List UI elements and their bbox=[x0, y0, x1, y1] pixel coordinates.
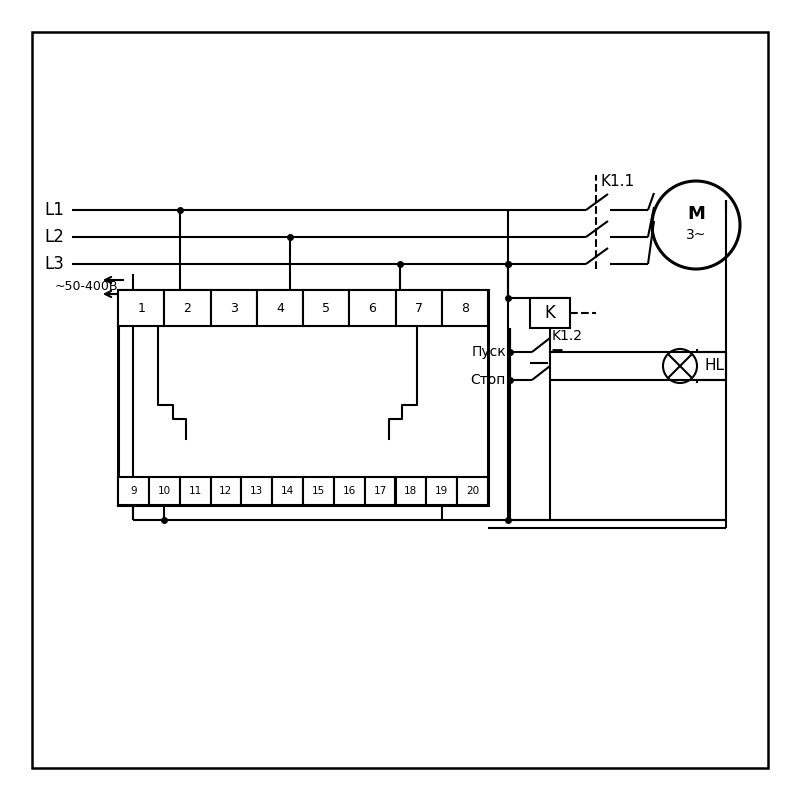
Text: 15: 15 bbox=[312, 486, 325, 496]
Bar bbox=[426, 477, 457, 505]
Bar bbox=[118, 290, 488, 505]
Text: Стоп: Стоп bbox=[470, 373, 506, 387]
Text: 3~: 3~ bbox=[686, 228, 706, 242]
Text: ~50-400В: ~50-400В bbox=[55, 281, 118, 294]
Text: M: M bbox=[687, 205, 705, 223]
Text: 12: 12 bbox=[219, 486, 233, 496]
Bar bbox=[303, 290, 350, 326]
Bar bbox=[395, 477, 426, 505]
Bar bbox=[149, 477, 180, 505]
Text: K1.1: K1.1 bbox=[600, 174, 634, 190]
Bar bbox=[164, 290, 210, 326]
Text: 3: 3 bbox=[230, 302, 238, 314]
Text: 18: 18 bbox=[404, 486, 418, 496]
Text: 10: 10 bbox=[158, 486, 171, 496]
Bar bbox=[180, 477, 210, 505]
Text: 13: 13 bbox=[250, 486, 263, 496]
Bar bbox=[334, 477, 365, 505]
Bar bbox=[242, 477, 272, 505]
Text: 20: 20 bbox=[466, 486, 479, 496]
Text: 7: 7 bbox=[414, 302, 422, 314]
Text: 17: 17 bbox=[374, 486, 386, 496]
Text: 14: 14 bbox=[281, 486, 294, 496]
Bar bbox=[350, 290, 395, 326]
Text: L2: L2 bbox=[44, 228, 64, 246]
Text: 5: 5 bbox=[322, 302, 330, 314]
Bar bbox=[457, 477, 488, 505]
Text: 9: 9 bbox=[130, 486, 137, 496]
Text: HL: HL bbox=[705, 358, 725, 374]
Text: 2: 2 bbox=[183, 302, 191, 314]
Bar bbox=[118, 290, 164, 326]
Bar bbox=[210, 290, 257, 326]
Bar bbox=[272, 477, 303, 505]
Bar bbox=[395, 290, 442, 326]
Bar bbox=[257, 290, 303, 326]
Text: 19: 19 bbox=[435, 486, 448, 496]
Text: 6: 6 bbox=[369, 302, 376, 314]
Bar bbox=[530, 298, 570, 328]
Text: K: K bbox=[545, 304, 555, 322]
Bar bbox=[303, 477, 334, 505]
Text: 4: 4 bbox=[276, 302, 284, 314]
Bar bbox=[210, 477, 242, 505]
Text: 8: 8 bbox=[461, 302, 469, 314]
Bar bbox=[118, 477, 149, 505]
Text: L3: L3 bbox=[44, 255, 64, 273]
Bar bbox=[365, 477, 395, 505]
Text: 1: 1 bbox=[137, 302, 145, 314]
Text: Пуск: Пуск bbox=[471, 345, 506, 359]
Text: L1: L1 bbox=[44, 201, 64, 219]
Text: 16: 16 bbox=[342, 486, 356, 496]
Text: K1.2: K1.2 bbox=[552, 329, 583, 343]
Bar bbox=[442, 290, 488, 326]
Text: 11: 11 bbox=[189, 486, 202, 496]
